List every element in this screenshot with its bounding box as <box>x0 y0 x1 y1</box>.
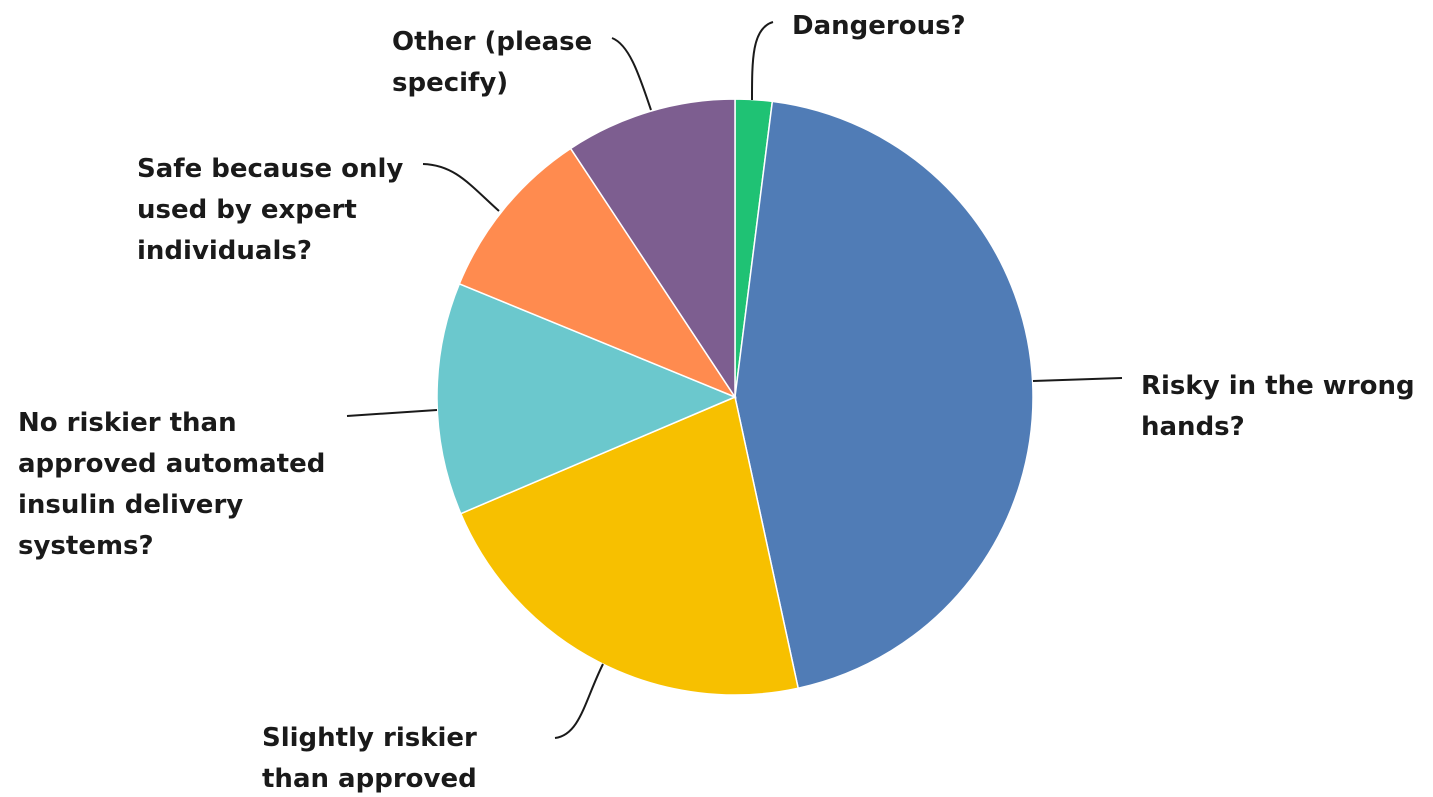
slice-label-1: Risky in the wrong hands? <box>1141 371 1415 442</box>
slice-label-5-line-1: specify) <box>392 68 508 98</box>
leader-line-2 <box>554 663 604 739</box>
leader-lines <box>346 21 1123 739</box>
leader-line-0 <box>751 21 774 101</box>
pie-slice-3 <box>436 282 737 515</box>
leader-line-3 <box>346 409 438 417</box>
slice-label-3-line-1: approved automated <box>18 449 325 479</box>
slice-label-0-line-0: Dangerous? <box>792 11 966 41</box>
pie-slices <box>436 98 1034 696</box>
slice-label-2-line-1: than approved <box>262 764 477 794</box>
slice-label-3-line-0: No riskier than <box>18 408 237 438</box>
slice-label-4-line-2: individuals? <box>137 236 312 266</box>
slice-label-5-line-0: Other (please <box>392 27 592 57</box>
slice-label-3-line-2: insulin delivery <box>18 490 243 520</box>
slice-label-1-line-0: Risky in the wrong <box>1141 371 1415 401</box>
slice-labels: Dangerous? Risky in the wrong hands? Slight… <box>18 11 1415 794</box>
slice-label-0: Dangerous? <box>792 11 966 41</box>
leader-line-1 <box>1032 377 1123 382</box>
slice-label-4-line-0: Safe because only <box>137 154 403 184</box>
slice-label-5: Other (please specify) <box>392 27 592 98</box>
pie-slice-2 <box>459 395 800 696</box>
leader-line-4 <box>422 163 500 212</box>
pie-slice-1 <box>734 100 1034 690</box>
slice-label-2-line-0: Slightly riskier <box>262 723 477 753</box>
pie-slice-4 <box>458 147 737 399</box>
leader-line-5 <box>611 37 652 111</box>
pie-slice-5 <box>569 98 736 400</box>
slice-label-4: Safe because only used by expert individua… <box>137 154 403 266</box>
slice-label-1-line-1: hands? <box>1141 412 1245 442</box>
slice-label-2: Slightly riskier than approved <box>262 723 477 794</box>
slice-label-4-line-1: used by expert <box>137 195 357 225</box>
slice-label-3-line-3: systems? <box>18 531 154 561</box>
slice-label-3: No riskier than approved automated insulin… <box>18 408 325 561</box>
